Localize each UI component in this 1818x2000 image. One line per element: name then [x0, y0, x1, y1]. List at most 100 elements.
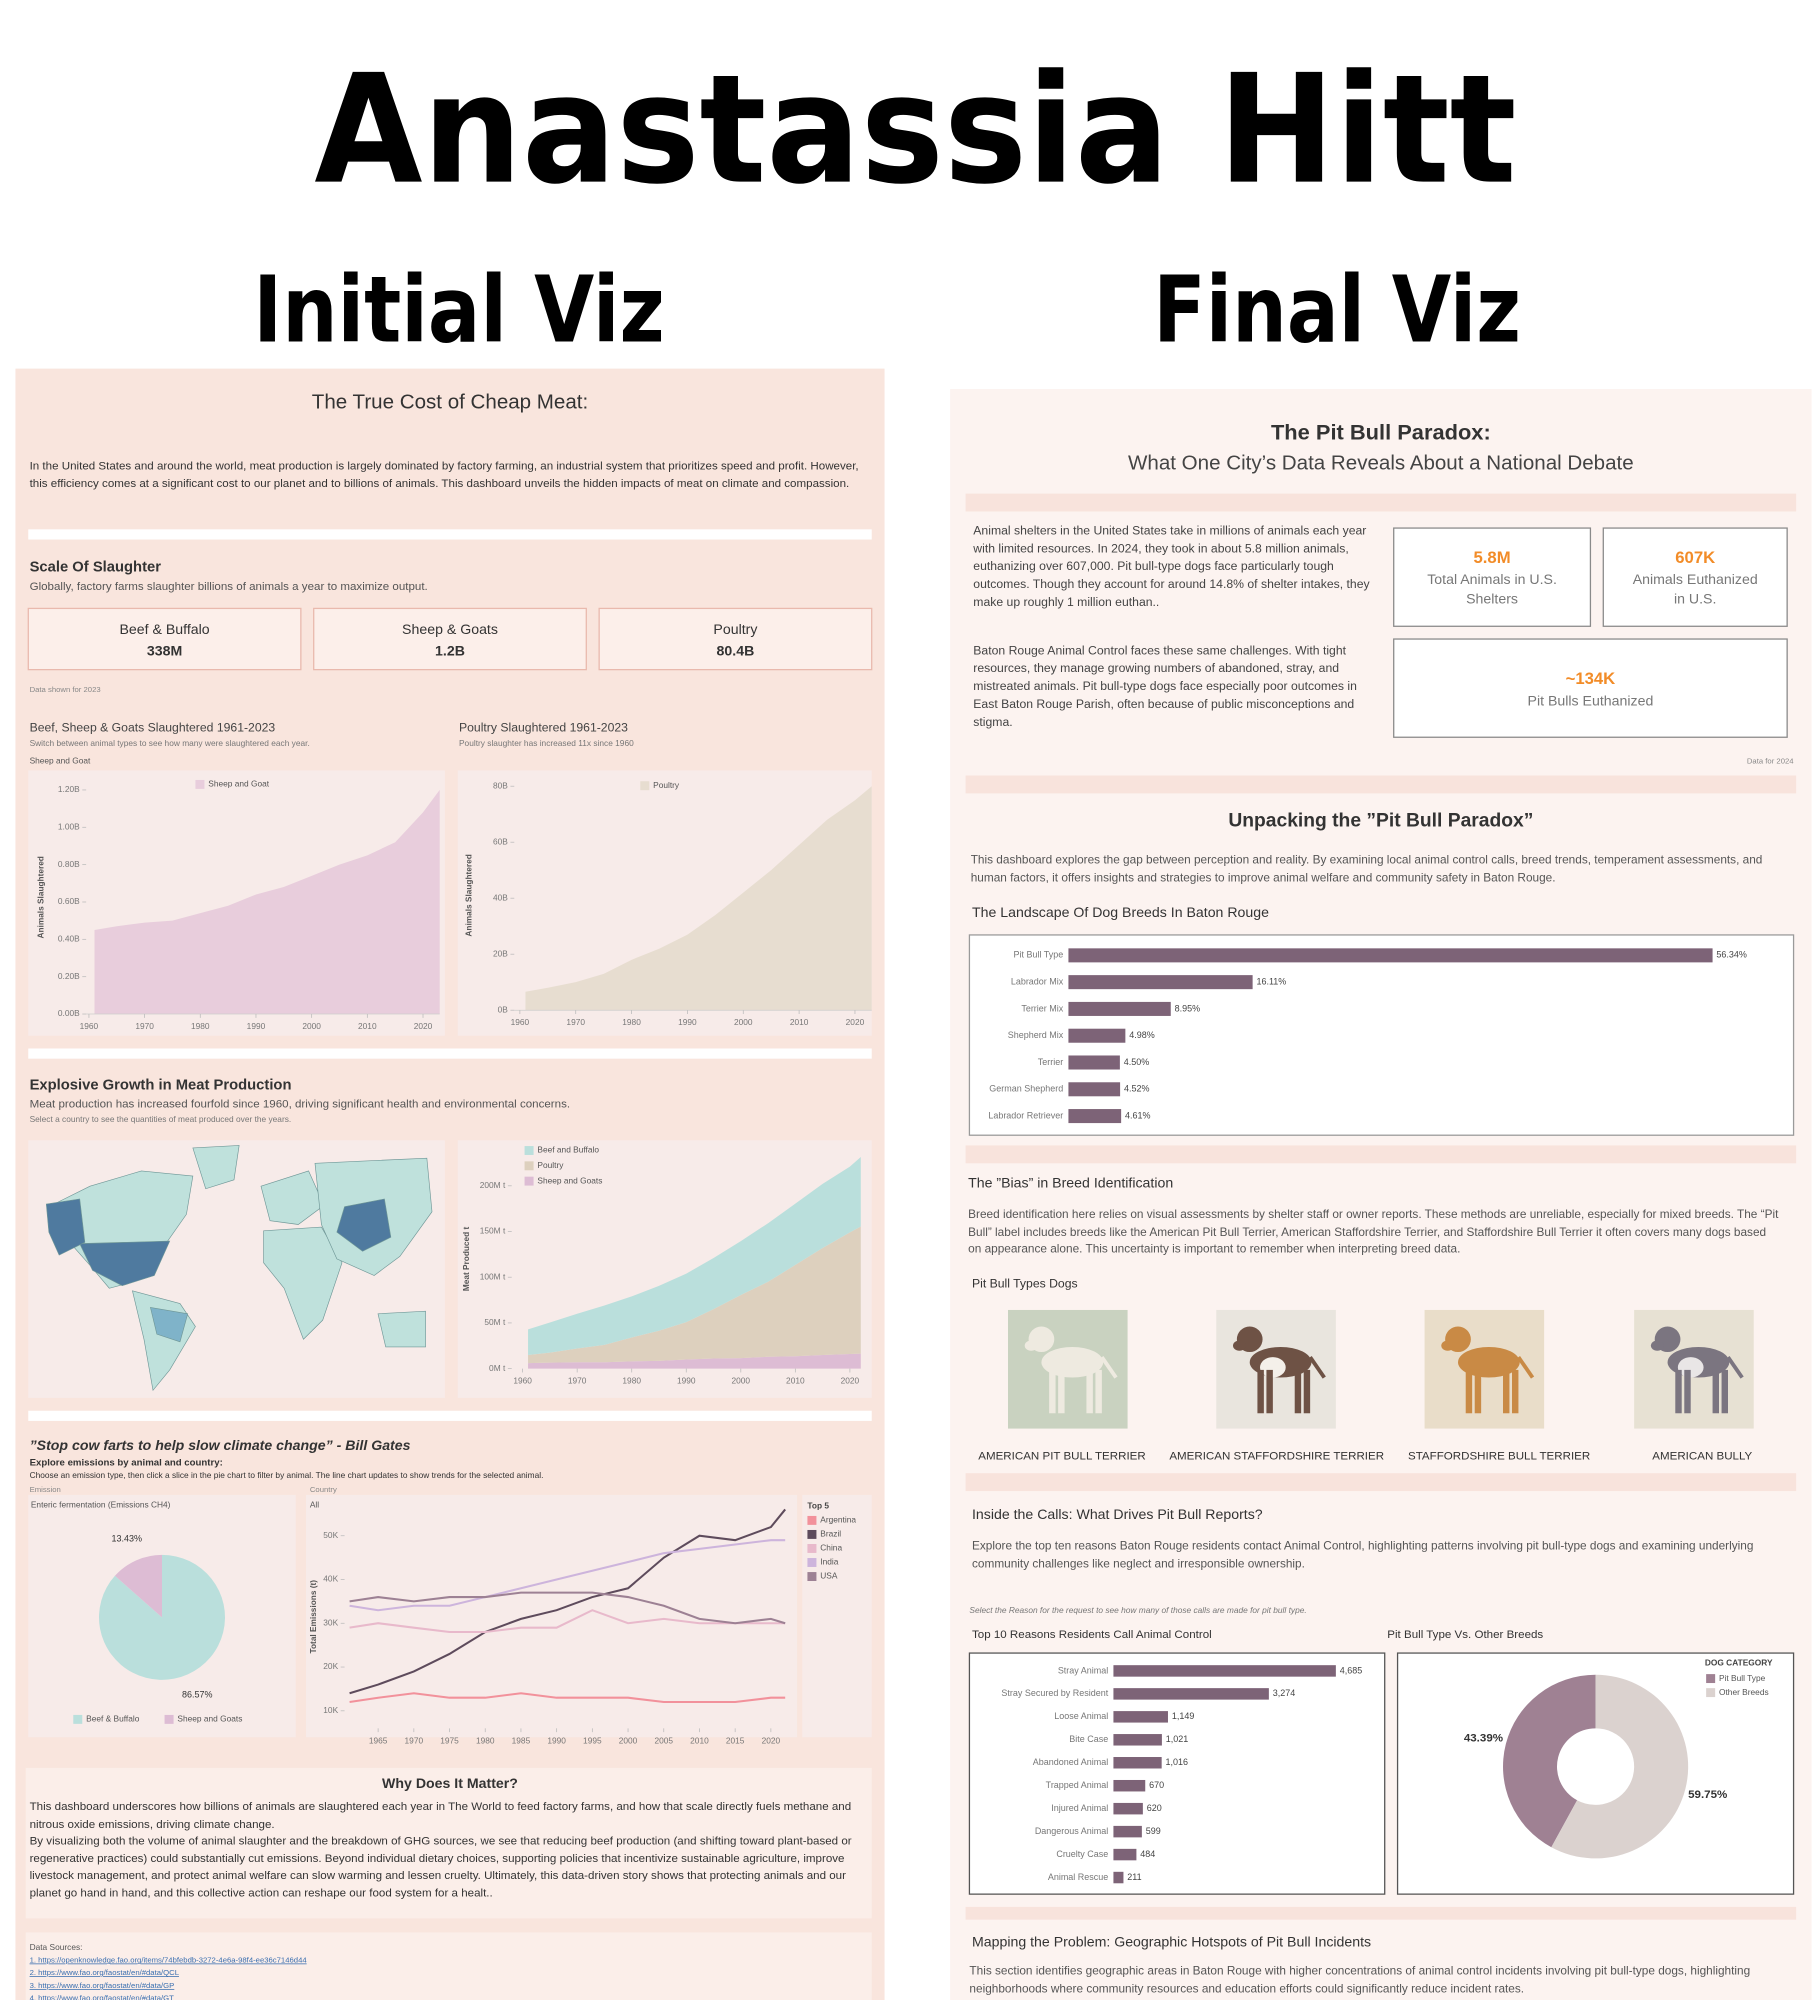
y-tick-label: 0B: [498, 1004, 509, 1014]
slice: [114, 1554, 162, 1618]
section-label: Final Viz: [1153, 256, 1521, 364]
dog-leg: [1503, 1369, 1510, 1414]
y-tick-label: 20K: [323, 1661, 338, 1671]
dog-snout: [1024, 1340, 1038, 1351]
y-tick-label: 0M t: [489, 1363, 506, 1373]
x-tick-label: 2010: [786, 1376, 805, 1386]
kpi-card: [1393, 527, 1592, 627]
chart-panel: [306, 1494, 798, 1738]
x-tick-label: 1985: [512, 1735, 531, 1745]
legend-swatch: [524, 1161, 534, 1171]
paragraph-box: This dashboard underscores how billions …: [30, 1800, 852, 1830]
data-label: 1,021: [1166, 1734, 1189, 1744]
section-subtitle: Explore emissions by animal and country:: [30, 1458, 223, 1469]
kpi-label: Total Animals in U.S. Shelters: [1427, 572, 1557, 608]
category-label: Bite Case: [1069, 1734, 1108, 1744]
paragraph-box: Total Animals in U.S. Shelters: [1427, 572, 1557, 608]
kpi-card: [313, 607, 587, 671]
x-tick-label: 1970: [568, 1376, 587, 1386]
instruction: Select the Reason for the request to see…: [969, 1605, 1306, 1615]
dashboard-title: The Pit Bull Paradox:: [1271, 419, 1491, 444]
paragraph: By visualizing both the volume of animal…: [29, 1834, 852, 1899]
paragraph: This dashboard explores the gap between …: [970, 853, 1763, 884]
legend-label: India: [820, 1557, 838, 1567]
legend-label: Sheep and Goats: [537, 1175, 602, 1185]
category-label: Trapped Animal: [1046, 1780, 1109, 1790]
kpi-value: 1.2B: [435, 643, 465, 659]
x-tick-label: 1980: [476, 1735, 495, 1745]
dog-leg: [1049, 1369, 1056, 1414]
data-label: 1,016: [1166, 1757, 1189, 1767]
x-tick-label: 1990: [678, 1017, 697, 1027]
x-tick-label: 1980: [191, 1021, 210, 1031]
kpi-label: Beef & Buffalo: [120, 621, 210, 637]
slice: [1551, 1674, 1689, 1859]
y-tick-label: 1.20B: [58, 784, 80, 794]
dog-leg: [1465, 1369, 1473, 1414]
section-subtitle: Globally, factory farms slaughter billio…: [30, 581, 428, 593]
category-label: Terrier Mix: [1021, 1003, 1063, 1013]
y-tick-label: 0.00B: [58, 1008, 80, 1018]
dog-leg: [1474, 1369, 1482, 1414]
legend-swatch: [164, 1714, 174, 1724]
paragraph: Animal shelters in the United States tak…: [973, 524, 1370, 610]
bar: [1113, 1734, 1162, 1746]
source-link: 4. https://www.fao.org/faostat/en/#data/…: [30, 1994, 175, 2000]
separator: [965, 775, 1797, 794]
area: [94, 789, 440, 1015]
legend-label: Sheep and Goats: [177, 1714, 242, 1724]
category-label: Pit Bull Type: [1013, 950, 1063, 960]
y-tick-label: 150M t: [480, 1226, 506, 1236]
legend-label: Poultry: [537, 1160, 564, 1170]
paragraph-box: This dashboard explores the gap between …: [970, 853, 1763, 884]
paragraph-box: Explore the top ten reasons Baton Rouge …: [972, 1540, 1753, 1570]
x-tick-label: 2020: [762, 1735, 781, 1745]
dog-tail: [1726, 1356, 1744, 1379]
separator: [965, 493, 1797, 512]
chart-title: Pit Bull Type Vs. Other Breeds: [1387, 1629, 1543, 1641]
y-axis-title: Animals Slaughtered: [35, 856, 45, 938]
y-tick-label: 40K: [323, 1574, 338, 1584]
legend-label: USA: [820, 1571, 838, 1581]
y-axis-title: Animals Slaughtered: [463, 854, 473, 936]
bar: [1113, 1848, 1137, 1861]
x-tick-label: 1960: [80, 1021, 99, 1031]
chart-subtitle: Switch between animal types to see how m…: [30, 738, 310, 748]
kpi-card: [1602, 527, 1788, 627]
kpi-value: 607K: [1675, 548, 1715, 567]
kpi-label: Sheep & Goats: [402, 621, 498, 637]
y-tick-label: 0.40B: [58, 934, 80, 944]
category-label: German Shepherd: [989, 1084, 1063, 1094]
note: Data shown for 2023: [30, 685, 101, 694]
bar: [1113, 1802, 1143, 1815]
legend-swatch: [195, 779, 205, 789]
sources-title: Data Sources:: [30, 1942, 83, 1952]
data-label: 4.61%: [1125, 1110, 1151, 1120]
x-tick-label: 2020: [841, 1376, 860, 1386]
text-panel: [25, 1767, 872, 1919]
x-tick-label: 2000: [302, 1021, 321, 1031]
legend-swatch: [807, 1558, 817, 1567]
source-link: 3. https://www.fao.org/faostat/en/#data/…: [30, 1981, 175, 1990]
paragraph: Baton Rouge Animal Control faces these s…: [973, 644, 1357, 730]
x-tick-label: 2020: [414, 1021, 433, 1031]
legend-swatch: [524, 1146, 534, 1155]
data-label: 3,274: [1273, 1688, 1296, 1698]
dog-leg: [1303, 1369, 1311, 1414]
x-tick-label: 2015: [726, 1735, 745, 1745]
legend-title: DOG CATEGORY: [1705, 1657, 1773, 1667]
section-title: Explosive Growth in Meat Production: [30, 1077, 292, 1093]
category-label: Abandoned Animal: [1033, 1757, 1108, 1767]
section-label: Initial Viz: [253, 256, 664, 364]
y-tick-label: 1.00B: [58, 822, 80, 832]
x-tick-label: 1990: [247, 1021, 266, 1031]
x-tick-label: 1970: [135, 1021, 154, 1031]
bar: [1068, 1028, 1126, 1043]
map-region: [260, 1170, 325, 1225]
bar: [1113, 1779, 1146, 1792]
legend-swatch: [807, 1544, 817, 1553]
separator: [965, 1473, 1797, 1492]
x-tick-label: 2005: [654, 1735, 673, 1745]
x-tick-label: 1970: [566, 1017, 585, 1027]
